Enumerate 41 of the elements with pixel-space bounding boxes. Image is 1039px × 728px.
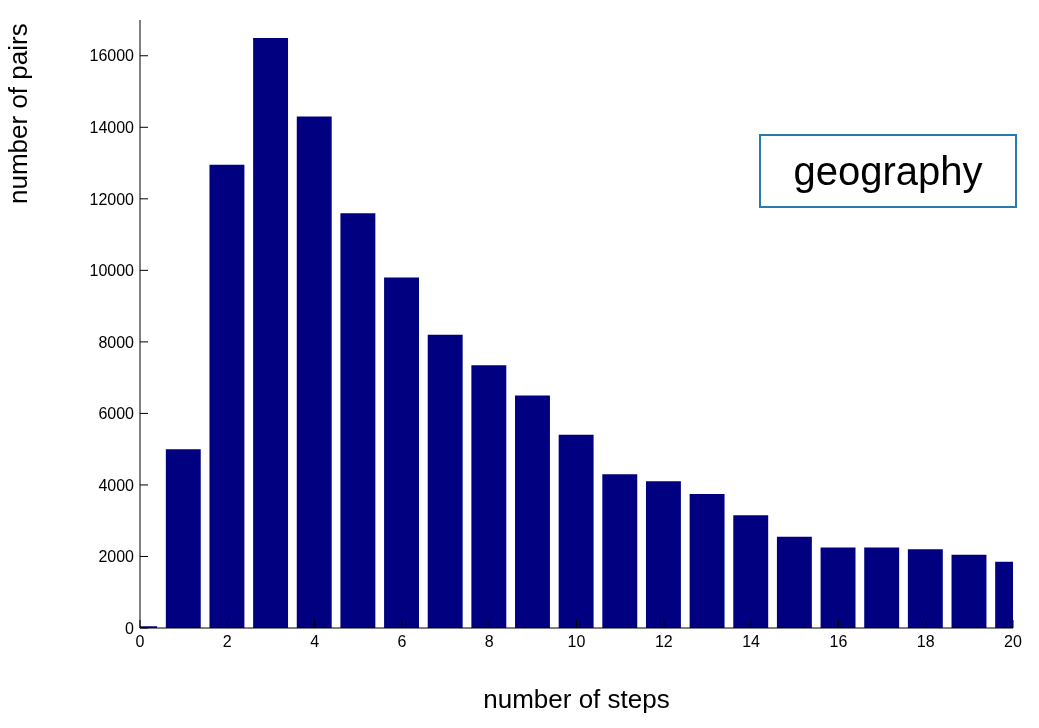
y-tick-label: 14000 [89, 118, 135, 136]
x-tick-label: 10 [567, 633, 586, 651]
x-axis-title: number of steps [483, 684, 670, 714]
annotation: geography [759, 134, 1017, 208]
y-tick-label: 2000 [98, 548, 135, 566]
bar [209, 164, 245, 628]
x-tick-label: 2 [222, 633, 232, 651]
y-tick-label: 16000 [89, 47, 135, 65]
bar [471, 365, 507, 628]
bar [558, 434, 594, 628]
y-axis-title: number of pairs [3, 23, 34, 204]
bar [733, 515, 769, 628]
bar [165, 449, 201, 628]
y-tick-label: 10000 [89, 262, 135, 280]
bar [776, 536, 812, 628]
x-tick-label: 16 [829, 633, 848, 651]
y-tick-label: 6000 [98, 405, 135, 423]
bar [864, 547, 900, 628]
bar [427, 334, 463, 628]
bar [253, 37, 289, 628]
bar [384, 277, 419, 628]
x-tick-label: 8 [484, 633, 494, 651]
bar [951, 554, 987, 628]
y-tick-label: 8000 [98, 333, 135, 351]
x-tick-label: 6 [397, 633, 407, 651]
bar [340, 213, 376, 628]
bar [689, 493, 725, 628]
x-tick-label: 4 [310, 633, 320, 651]
bar [515, 395, 550, 628]
bar [907, 549, 943, 628]
x-tick-label: 12 [654, 633, 673, 651]
x-tick-label: 14 [742, 633, 761, 651]
bar [645, 481, 681, 628]
bar [820, 547, 856, 628]
bar [602, 474, 638, 628]
x-tick-label: 18 [916, 633, 935, 651]
y-tick-label: 4000 [98, 476, 135, 494]
y-tick-label: 12000 [89, 190, 135, 208]
bar [296, 116, 332, 628]
x-tick-label: 20 [1004, 633, 1022, 651]
y-tick-label: 0 [125, 619, 135, 637]
